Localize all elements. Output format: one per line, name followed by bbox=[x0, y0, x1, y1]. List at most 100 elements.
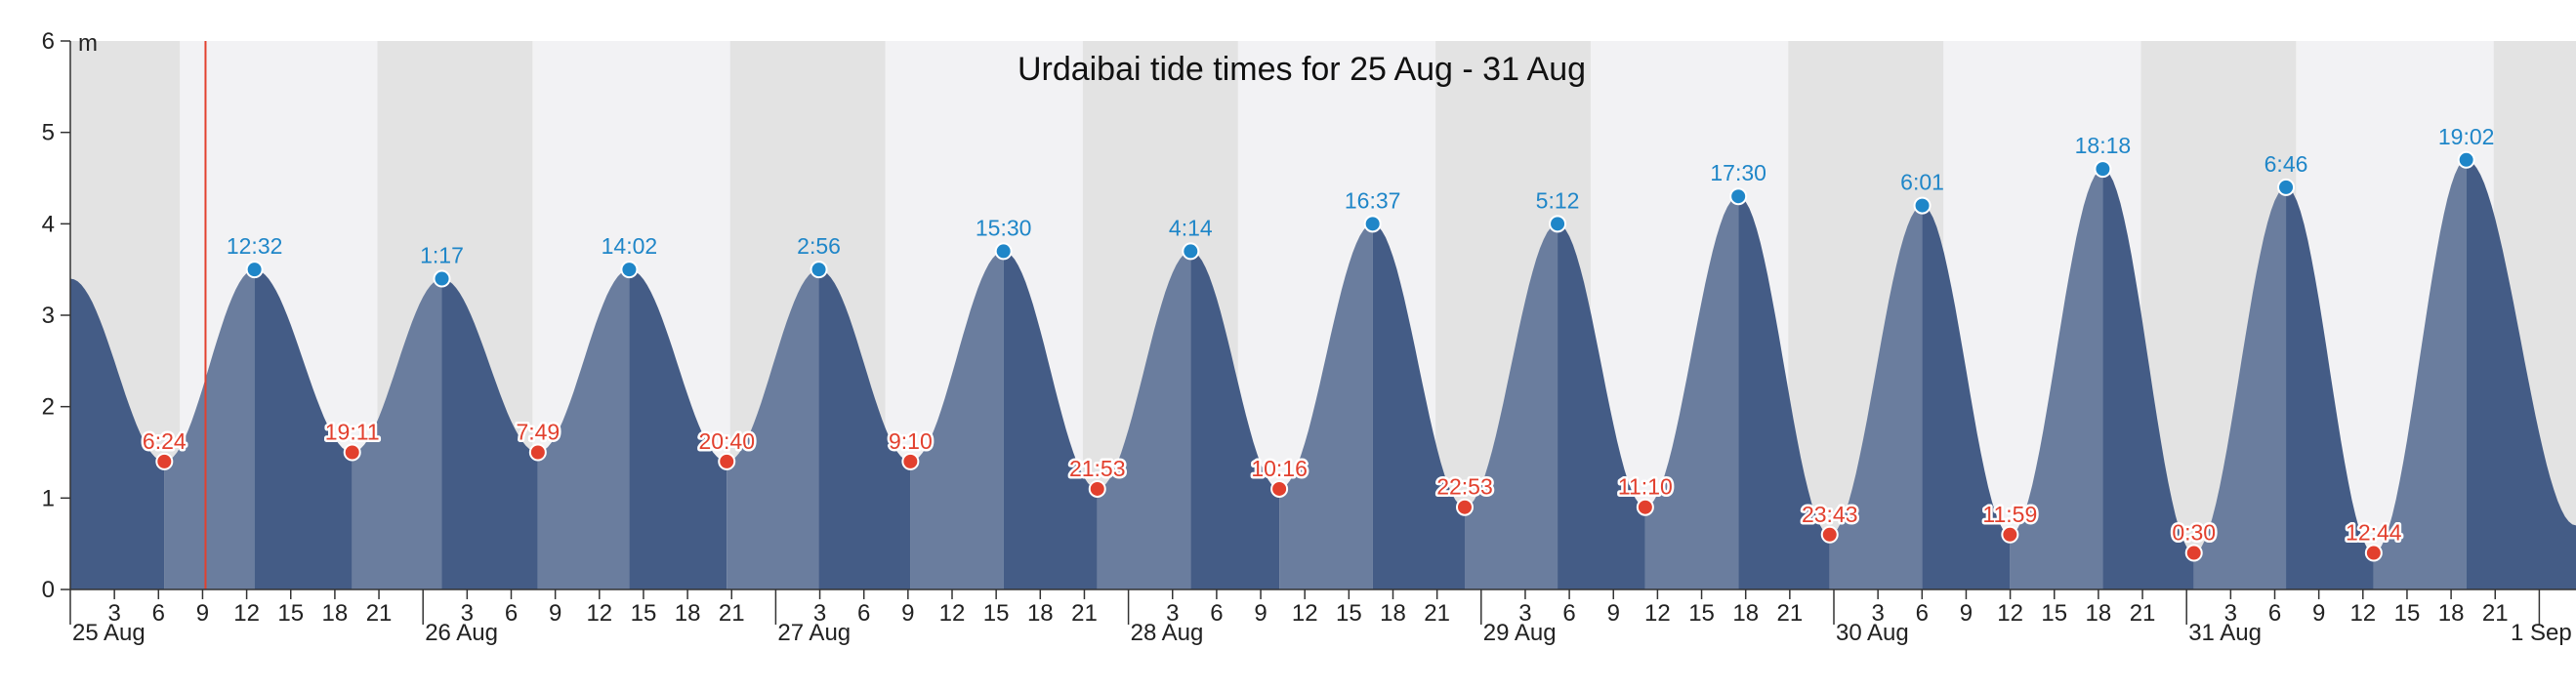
high-tide-marker[interactable] bbox=[1729, 187, 1748, 206]
low-tide-label: 21:53 bbox=[1069, 456, 1126, 481]
hour-tick-label: 12 bbox=[586, 600, 612, 627]
y-tick-label: 6 bbox=[42, 28, 55, 55]
high-tide-marker[interactable] bbox=[994, 242, 1013, 261]
high-tide-label: 4:14 bbox=[1169, 215, 1213, 240]
low-tide-label-halo: 20:40 bbox=[698, 428, 755, 454]
low-tide-marker[interactable] bbox=[1820, 525, 1839, 544]
hour-tick-label: 21 bbox=[366, 600, 393, 627]
high-tide-marker[interactable] bbox=[245, 261, 264, 279]
hour-tick-label: 15 bbox=[1336, 600, 1362, 627]
y-tick-label: 1 bbox=[42, 485, 55, 511]
low-tide-marker[interactable] bbox=[2001, 525, 2019, 544]
hour-tick-label: 9 bbox=[1254, 600, 1267, 627]
high-tide-label: 6:01 bbox=[1900, 170, 1944, 195]
day-label: 26 Aug bbox=[425, 620, 498, 646]
high-tide-marker[interactable] bbox=[1182, 242, 1200, 261]
hour-tick-label: 15 bbox=[631, 600, 657, 627]
hour-tick-label: 21 bbox=[1424, 600, 1450, 627]
day-label: 27 Aug bbox=[777, 620, 851, 646]
hour-tick-label: 18 bbox=[1732, 600, 1759, 627]
hour-tick-label: 3 bbox=[1871, 600, 1884, 627]
low-tide-label-halo: 19:11 bbox=[325, 420, 380, 445]
hour-tick-label: 12 bbox=[939, 600, 966, 627]
low-tide-marker[interactable] bbox=[1636, 498, 1654, 516]
high-tide-marker[interactable] bbox=[1549, 215, 1567, 233]
low-tide-marker[interactable] bbox=[1270, 479, 1289, 498]
high-tide-marker[interactable] bbox=[1363, 215, 1382, 233]
hour-tick-label: 6 bbox=[1210, 600, 1223, 627]
hour-tick-label: 21 bbox=[719, 600, 745, 627]
hour-tick-label: 3 bbox=[2224, 600, 2237, 627]
tide-markers: 6:246:2412:3219:1119:111:177:497:4914:02… bbox=[140, 124, 2495, 562]
hour-tick-label: 6 bbox=[2268, 600, 2281, 627]
low-tide-marker[interactable] bbox=[343, 443, 361, 462]
low-tide-label: 11:10 bbox=[1618, 474, 1673, 500]
high-tide-label: 15:30 bbox=[976, 215, 1032, 240]
high-tide-label: 19:02 bbox=[2438, 124, 2495, 149]
hour-tick-label: 18 bbox=[322, 600, 349, 627]
day-label: 25 Aug bbox=[72, 620, 145, 646]
hour-tick-label: 21 bbox=[1776, 600, 1803, 627]
hour-tick-label: 9 bbox=[1607, 600, 1620, 627]
hour-tick-label: 6 bbox=[505, 600, 518, 627]
hour-tick-label: 15 bbox=[2394, 600, 2421, 627]
high-tide-marker[interactable] bbox=[810, 261, 828, 279]
low-tide-label-halo: 23:43 bbox=[1802, 502, 1858, 527]
low-tide-label: 7:49 bbox=[516, 420, 560, 445]
low-tide-label-halo: 11:59 bbox=[1982, 502, 2037, 527]
hour-tick-label: 21 bbox=[1071, 600, 1098, 627]
hour-tick-label: 18 bbox=[2438, 600, 2465, 627]
high-tide-marker[interactable] bbox=[1913, 196, 1932, 215]
hour-tick-label: 9 bbox=[549, 600, 561, 627]
low-tide-marker[interactable] bbox=[2364, 544, 2383, 562]
hour-tick-label: 6 bbox=[152, 600, 165, 627]
y-tick-label: 0 bbox=[42, 577, 55, 603]
low-tide-label-halo: 11:10 bbox=[1618, 474, 1673, 500]
hour-tick-label: 9 bbox=[196, 600, 209, 627]
hour-tick-label: 3 bbox=[1518, 600, 1531, 627]
low-tide-marker[interactable] bbox=[901, 452, 920, 470]
y-unit-label: m bbox=[78, 30, 98, 57]
hour-tick-label: 15 bbox=[277, 600, 304, 627]
hour-tick-label: 9 bbox=[2312, 600, 2325, 627]
high-tide-label: 5:12 bbox=[1536, 187, 1580, 213]
y-tick-label: 2 bbox=[42, 394, 55, 421]
y-tick-label: 3 bbox=[42, 303, 55, 329]
low-tide-marker[interactable] bbox=[1088, 479, 1106, 498]
high-tide-marker[interactable] bbox=[2277, 178, 2296, 196]
low-tide-marker[interactable] bbox=[1455, 498, 1474, 516]
hour-tick-label: 3 bbox=[813, 600, 826, 627]
hour-tick-label: 3 bbox=[461, 600, 474, 627]
high-tide-marker[interactable] bbox=[620, 261, 639, 279]
low-tide-marker[interactable] bbox=[528, 443, 547, 462]
hour-tick-label: 21 bbox=[2482, 600, 2509, 627]
low-tide-label-halo: 6:24 bbox=[143, 428, 187, 454]
hour-tick-label: 12 bbox=[1644, 600, 1671, 627]
hour-tick-label: 12 bbox=[1997, 600, 2023, 627]
y-tick-label: 4 bbox=[42, 211, 55, 237]
low-tide-marker[interactable] bbox=[155, 452, 174, 470]
hour-tick-label: 21 bbox=[2130, 600, 2156, 627]
hour-tick-label: 12 bbox=[233, 600, 260, 627]
low-tide-label-halo: 0:30 bbox=[2172, 520, 2216, 546]
day-label: 1 Sep bbox=[2511, 620, 2572, 646]
high-tide-label: 2:56 bbox=[797, 233, 841, 259]
high-tide-marker[interactable] bbox=[2094, 160, 2112, 179]
hour-tick-label: 18 bbox=[2086, 600, 2112, 627]
high-tide-label: 1:17 bbox=[420, 243, 464, 268]
low-tide-marker[interactable] bbox=[2184, 544, 2203, 562]
low-tide-label-halo: 22:53 bbox=[1436, 474, 1493, 500]
hour-tick-label: 9 bbox=[1960, 600, 1973, 627]
day-label: 31 Aug bbox=[2188, 620, 2262, 646]
hour-tick-label: 6 bbox=[857, 600, 870, 627]
low-tide-label: 12:44 bbox=[2346, 520, 2402, 546]
high-tide-marker[interactable] bbox=[433, 269, 451, 288]
chart-title: Urdaibai tide times for 25 Aug - 31 Aug bbox=[1018, 51, 1586, 88]
hour-tick-label: 15 bbox=[1688, 600, 1715, 627]
hour-tick-label: 9 bbox=[901, 600, 914, 627]
low-tide-label-halo: 9:10 bbox=[889, 428, 933, 454]
low-tide-marker[interactable] bbox=[718, 452, 736, 470]
high-tide-label: 18:18 bbox=[2075, 133, 2132, 158]
high-tide-marker[interactable] bbox=[2457, 150, 2475, 169]
